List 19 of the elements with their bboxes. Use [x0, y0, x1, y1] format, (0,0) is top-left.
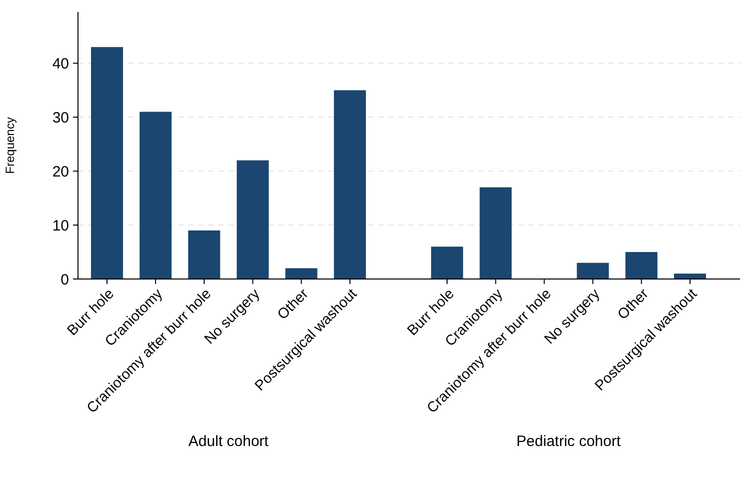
- y-tick-label: 10: [52, 217, 69, 234]
- bar: [236, 160, 269, 279]
- text: Pediatric cohort: [516, 433, 622, 450]
- bar: [188, 230, 220, 279]
- bar: [674, 274, 706, 279]
- text: Adult cohort: [188, 433, 270, 450]
- bar: [576, 262, 609, 279]
- y-axis-title: Frequency: [3, 117, 17, 174]
- y-tick-label: 20: [52, 163, 69, 180]
- y-tick-label: 30: [52, 109, 69, 126]
- bar: [334, 90, 366, 279]
- bar: [285, 268, 318, 279]
- y-tick-label: 0: [60, 271, 69, 288]
- bar: [431, 246, 464, 279]
- y-tick-label: 40: [52, 55, 69, 72]
- bar: [91, 47, 123, 279]
- bar: [480, 187, 512, 279]
- bar: [140, 112, 172, 279]
- bar: [625, 252, 658, 279]
